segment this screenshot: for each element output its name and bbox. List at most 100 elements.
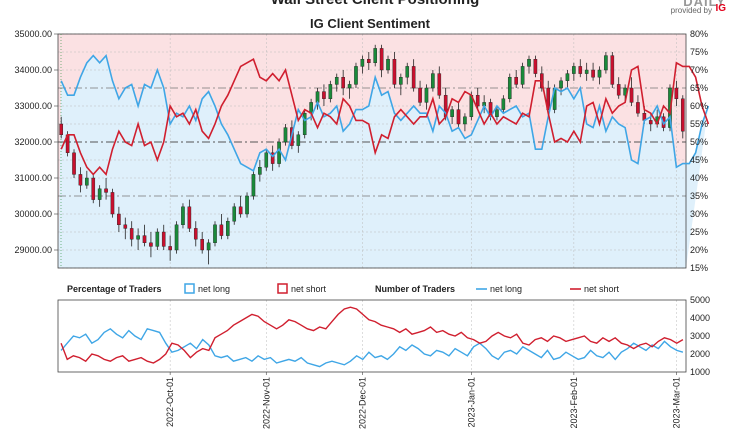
candle-body bbox=[354, 66, 358, 85]
candle-body bbox=[193, 228, 198, 240]
x-tick-label: 2022-Dec-01 bbox=[357, 377, 367, 429]
x-tick-label: 2023-Feb-01 bbox=[569, 377, 579, 429]
candle-body bbox=[604, 55, 608, 71]
candle-body bbox=[565, 73, 570, 81]
candle-body bbox=[161, 231, 166, 247]
candle-body bbox=[559, 80, 563, 89]
x-tick-label: 2023-Mar-01 bbox=[671, 377, 681, 429]
candle-body bbox=[155, 231, 160, 247]
candle-body bbox=[238, 206, 243, 215]
main-frame bbox=[57, 33, 687, 269]
candle-body bbox=[520, 66, 525, 85]
legend-num-net-long: net long bbox=[490, 284, 522, 294]
candle-body bbox=[475, 94, 480, 107]
y-tick-label-left: 33000.00 bbox=[14, 101, 52, 111]
x-tick-label: 2022-Nov-01 bbox=[261, 377, 271, 429]
num-net-short-line bbox=[60, 306, 684, 364]
candle-body bbox=[174, 224, 179, 251]
brand-logo: DAILY provided by IG bbox=[646, 0, 726, 18]
pct-net-short-line bbox=[60, 58, 710, 177]
y-tick-label-right: 60% bbox=[690, 101, 708, 111]
pct-net-long-line bbox=[60, 53, 710, 172]
candle-body bbox=[437, 73, 442, 96]
num-net-long-line bbox=[60, 327, 684, 368]
candle-body bbox=[501, 98, 506, 110]
page-title: Wall Street Client Positioning bbox=[0, 0, 750, 8]
candle-body bbox=[181, 206, 185, 226]
candle-body bbox=[104, 188, 108, 193]
candle-body bbox=[405, 66, 410, 78]
candle-body bbox=[456, 109, 461, 125]
candle-body bbox=[399, 76, 403, 85]
candle-body bbox=[379, 48, 384, 71]
y-tick-label-right: 40% bbox=[690, 173, 708, 183]
candle-body bbox=[187, 206, 192, 229]
candle-body bbox=[129, 228, 134, 240]
candle-body bbox=[97, 188, 102, 200]
y-tick-label-right: 80% bbox=[690, 29, 708, 39]
candle-body bbox=[373, 48, 378, 64]
candle-body bbox=[136, 235, 140, 240]
candle-body bbox=[610, 55, 615, 85]
y-tick-label-left: 35000.00 bbox=[14, 29, 52, 39]
long-zone-bg bbox=[58, 55, 709, 268]
candle-body bbox=[142, 235, 147, 244]
candle-body bbox=[341, 76, 345, 89]
y-tick-label-right: 20% bbox=[690, 245, 708, 255]
candle-body bbox=[117, 213, 121, 226]
legend-num-title: Number of Traders bbox=[375, 284, 455, 294]
candle-body bbox=[584, 69, 589, 74]
legend-pct-title: Percentage of Traders bbox=[67, 284, 162, 294]
candle-body bbox=[616, 84, 621, 96]
candle-body bbox=[296, 134, 301, 146]
sub-y-tick-label: 4000 bbox=[690, 313, 710, 323]
y-tick-label-right: 15% bbox=[690, 263, 708, 273]
candle-body bbox=[270, 152, 275, 164]
x-tick-label: 2023-Jan-01 bbox=[466, 377, 476, 428]
candle-body bbox=[411, 66, 416, 89]
candle-body bbox=[648, 120, 653, 125]
candle-body bbox=[309, 102, 313, 114]
candle-body bbox=[85, 177, 89, 186]
sub-y-tick-label: 3000 bbox=[690, 331, 710, 341]
candle-body bbox=[232, 206, 237, 222]
candle-body bbox=[572, 66, 576, 74]
y-tick-label-left: 32000.00 bbox=[14, 137, 52, 147]
candle-body bbox=[213, 224, 217, 244]
y-tick-label-left: 31000.00 bbox=[14, 173, 52, 183]
candle-body bbox=[219, 224, 224, 236]
candle-body bbox=[578, 66, 583, 74]
legend-num-net-short: net short bbox=[584, 284, 620, 294]
candle-body bbox=[277, 141, 281, 164]
provided-by-text: provided by bbox=[670, 6, 712, 15]
candle-body bbox=[206, 242, 211, 251]
candle-body bbox=[334, 76, 339, 85]
candle-body bbox=[597, 69, 602, 78]
candle-body bbox=[463, 116, 467, 125]
y-tick-label-right: 50% bbox=[690, 137, 708, 147]
candle-body bbox=[450, 109, 454, 117]
legend-net-short-box-icon bbox=[277, 283, 288, 294]
candle-body bbox=[283, 127, 288, 143]
candle-body bbox=[258, 166, 262, 175]
legend-pct-net-short: net short bbox=[291, 284, 327, 294]
candle-body bbox=[514, 76, 518, 85]
candle-body bbox=[245, 195, 249, 215]
candle-body bbox=[302, 112, 307, 135]
sub-y-tick-label: 5000 bbox=[690, 295, 710, 305]
candle-body bbox=[322, 91, 326, 99]
sub-y-tick-label: 2000 bbox=[690, 349, 710, 359]
y-tick-label-right: 35% bbox=[690, 191, 708, 201]
candle-body bbox=[168, 246, 172, 251]
candle-body bbox=[59, 123, 64, 136]
candle-body bbox=[366, 59, 371, 64]
candle-body bbox=[591, 69, 595, 78]
sub-y-tick-label: 1000 bbox=[690, 367, 710, 377]
candle-body bbox=[78, 174, 83, 186]
y-tick-label-left: 30000.00 bbox=[14, 209, 52, 219]
candle-body bbox=[386, 59, 390, 71]
candle-body bbox=[200, 238, 204, 251]
candle-body bbox=[251, 174, 256, 197]
candle-body bbox=[431, 73, 435, 89]
legend-net-long-box-icon bbox=[184, 283, 195, 294]
